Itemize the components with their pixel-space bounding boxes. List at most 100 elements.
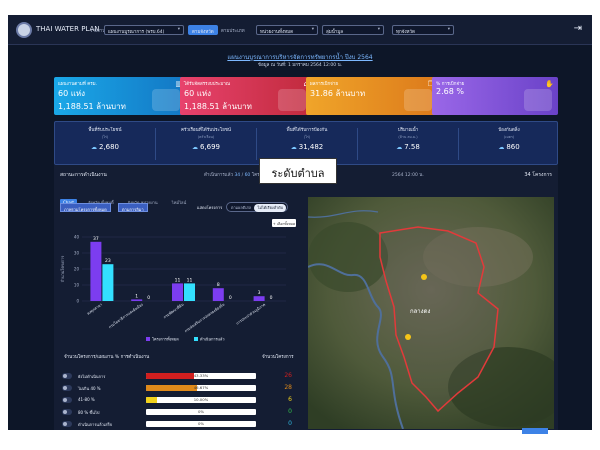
- data-label: 23: [105, 258, 111, 264]
- data-label: 8: [217, 282, 220, 288]
- bar: [253, 296, 265, 301]
- toggle-switch[interactable]: [62, 421, 72, 427]
- progress-count: 6: [288, 396, 292, 403]
- progress-fill: [146, 397, 157, 403]
- progress-row: ไม่เกิน 40 % 46.67% 28: [62, 383, 296, 393]
- map-panel: 2564 12:00 น. 34 โครงการ: [300, 165, 558, 430]
- bar: [212, 288, 224, 301]
- corner-button[interactable]: [522, 428, 548, 434]
- progress-percent: 0%: [197, 409, 205, 414]
- card-decoration: [152, 89, 180, 111]
- tab-province-agency[interactable]: จังหวัด หน่วยงาน: [128, 200, 158, 205]
- progress-header: จำนวนโครงการ/แผนงาน % การดำเนินงาน: [64, 355, 150, 360]
- y-axis-label: จำนวนโครงการ: [60, 256, 65, 283]
- card-value: 60 แห่ง: [184, 89, 212, 98]
- overview-chip[interactable]: ภาพรวมโครงการทั้งหมด: [60, 203, 111, 212]
- toggle-option-off[interactable]: ตามผลดีเสล: [231, 205, 252, 210]
- agency-select[interactable]: หน่วยงานทั้งหมด ▾: [256, 25, 318, 35]
- progress-percent: 0%: [197, 421, 205, 426]
- y-tick-label: 10: [74, 283, 80, 288]
- by-province-button[interactable]: ตามจังหวัด: [188, 25, 218, 35]
- legend-swatch: [146, 337, 150, 341]
- x-tick-label: การประปาส่วนภูมิภาค: [235, 302, 266, 326]
- map-canvas: กลางดง: [308, 197, 554, 429]
- progress-row: ดำเนินการแล้วเสร็จ 0% 0: [62, 419, 296, 429]
- cloud-icon: ☁: [290, 144, 297, 151]
- card-decoration: [524, 89, 552, 111]
- project-marker[interactable]: [405, 334, 411, 340]
- progress-count: 26: [284, 372, 292, 379]
- card-value: 2.68 %: [436, 87, 464, 96]
- basin-select[interactable]: ลุ่มน้ำมูล ▾: [322, 25, 384, 35]
- tab-chart[interactable]: Chart: [60, 199, 77, 206]
- stat-protected-area: พื้นที่ได้รับการป้องกัน (ไร่) ☁ 31,482: [257, 126, 357, 151]
- stat-unit: (ล้าน ลบ.ม.): [398, 135, 418, 139]
- stat-label: พื้นที่ได้รับการป้องกัน: [286, 128, 328, 133]
- bar: [90, 241, 102, 301]
- data-label: 0: [229, 295, 232, 301]
- y-tick-label: 0: [76, 299, 79, 304]
- province-select[interactable]: ทุกจังหวัด ▾: [392, 25, 454, 35]
- card-planned: แผนงานตามที่ ครม. 60 แห่ง 1,188.51 ล้านบ…: [54, 77, 186, 115]
- x-tick-label: กรมส่งเสริมการปกครองท้องถิ่น: [183, 301, 226, 333]
- data-label: 0: [270, 295, 273, 301]
- toggle-switch[interactable]: [62, 373, 72, 379]
- legend-swatch: [194, 337, 198, 341]
- stat-value: 2,680: [98, 143, 120, 151]
- progress-bar: 43.33%: [146, 373, 256, 379]
- card-value-secondary: 1,188.51 ล้านบาท: [184, 102, 252, 111]
- page-title[interactable]: แผนงานบูรณาการบริหารจัดการทรัพยากรน้ำ ปี…: [227, 54, 373, 61]
- stat-label: พื้นที่รับประโยชน์: [88, 128, 122, 133]
- app-window: THAI WATER PLAN รายงาน แผนงานบูรณาการ (พ…: [8, 15, 592, 430]
- divider: [256, 128, 257, 160]
- toggle-switch[interactable]: [62, 409, 72, 415]
- cloud-icon: ☁: [191, 144, 198, 151]
- count-done: 34: [234, 173, 241, 178]
- stat-unit: (ไร่): [303, 135, 311, 139]
- subdistrict-level-label: ระดับตำบล: [259, 158, 337, 184]
- progress-fill: [146, 373, 194, 379]
- app-logo: [16, 22, 32, 38]
- hand-money-icon: ✋: [545, 80, 554, 88]
- logout-icon[interactable]: ⇥: [573, 23, 582, 34]
- map-place-label: กลางดง: [410, 308, 431, 315]
- project-marker[interactable]: [421, 274, 427, 280]
- filter-chip[interactable]: ตามการลิมา: [118, 203, 148, 212]
- card-allocated: ได้รับจัดสรรงบประมาณ 60 แห่ง 1,188.51 ล้…: [180, 77, 312, 115]
- card-disbursed-percent: % การเบิกจ่าย 2.68 % ✋: [432, 77, 558, 115]
- cloud-icon: ☁: [90, 144, 97, 151]
- select-all-button[interactable]: + เลือกทั้งหมด: [272, 219, 296, 227]
- toggle-switch[interactable]: [62, 385, 72, 391]
- card-value: 60 แห่ง: [58, 89, 86, 98]
- progress-row: ยังไม่ดำเนินการ 43.33% 26: [62, 371, 296, 381]
- stat-value: 7.58: [404, 143, 420, 151]
- district-boundary[interactable]: [379, 226, 499, 413]
- cloud-icon: ☁: [396, 144, 403, 151]
- y-tick-label: 40: [74, 235, 80, 240]
- toggle-option-on[interactable]: ไม่ได้เรียงลำดับ: [254, 204, 286, 212]
- tab-timeline[interactable]: ไทม์ไลน์: [171, 200, 187, 205]
- app-title: THAI WATER PLAN: [36, 25, 100, 33]
- progress-bar: 0%: [146, 421, 256, 427]
- progress-label: 80 % ขึ้นไป: [78, 410, 100, 415]
- bar: [102, 264, 114, 301]
- stat-unit: (เมตร): [503, 135, 515, 139]
- count-total: 60: [244, 173, 251, 178]
- river: [308, 263, 404, 429]
- status-panel-title: สถานะการดำเนินงาน: [60, 172, 107, 178]
- sort-toggle[interactable]: ตามผลดีเสล ไม่ได้เรียงลำดับ: [226, 202, 288, 212]
- progress-percent: 46.67%: [193, 385, 209, 390]
- forest-area: [448, 347, 554, 427]
- status-tabs: Chart จังหวัด ทั้งหมดี้ จังหวัด หน่วยงาน…: [60, 189, 192, 206]
- chevron-down-icon: ▾: [377, 27, 380, 32]
- stat-label: ปริมาณน้ำ: [397, 128, 419, 133]
- card-label: แผนงานตามที่ ครม.: [58, 82, 98, 87]
- page-subtitle: ข้อมูล ณ วันที่: 1 มกราคม 2564 12:00 น.: [257, 63, 343, 68]
- bar: [184, 283, 195, 301]
- map-project-count: 34 โครงการ: [524, 172, 552, 178]
- tab-province-all[interactable]: จังหวัด ทั้งหมดี้: [85, 198, 117, 207]
- satellite-map[interactable]: กลางดง: [308, 197, 554, 429]
- report-select[interactable]: แผนงานบูรณาการ (พรบ.64) ▾: [104, 25, 184, 35]
- progress-row: 41-80 % 10.00% 6: [62, 395, 296, 405]
- toggle-switch[interactable]: [62, 397, 72, 403]
